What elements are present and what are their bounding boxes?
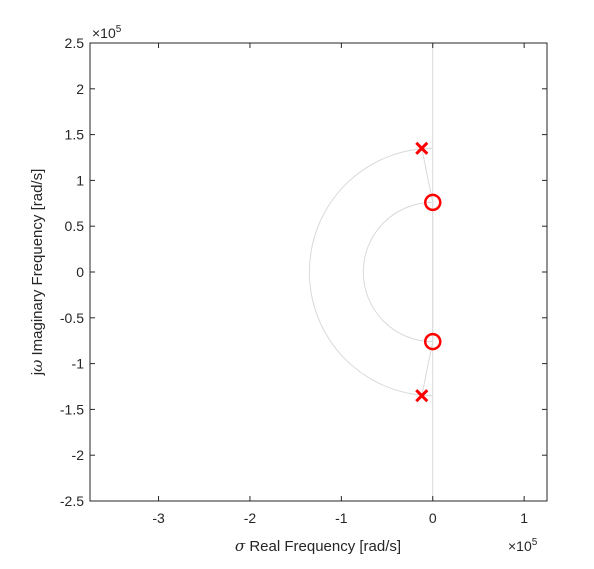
y-tick-label: 1.5 (65, 127, 85, 143)
zero-marker (424, 193, 442, 212)
x-tick-label: 1 (520, 510, 528, 526)
y-tick-label: 2 (76, 81, 84, 97)
x-tick-label: -3 (152, 510, 165, 526)
y-tick-label: -1 (72, 356, 85, 372)
damping-guides (308, 43, 434, 501)
y-tick-label: 0.5 (65, 218, 85, 234)
guide-arc-1 (362, 201, 433, 343)
x-tick-label: -1 (335, 510, 348, 526)
y-tick-label: -1.5 (60, 401, 84, 417)
pole-marker (415, 389, 429, 403)
x-axis-label: σ Real Frequency [rad/s] (235, 537, 401, 555)
y-tick-label: -2.5 (60, 493, 84, 509)
y-tick-label: -0.5 (60, 310, 84, 326)
x-axis-ticks: -3 -2 -1 0 1 (152, 43, 528, 526)
x-tick-label: -2 (244, 510, 257, 526)
locus-segment (421, 148, 434, 396)
y-tick-label: 2.5 (65, 35, 85, 51)
y-tick-label: 0 (76, 264, 84, 280)
x-exponent-label: ×105 (508, 537, 538, 554)
axes-box (89, 42, 548, 502)
y-axis-label: jω Imaginary Frequency [rad/s] (28, 169, 46, 377)
guide-arc-0 (308, 147, 433, 397)
pole-zero-markers (415, 141, 442, 403)
y-tick-label: 1 (76, 172, 84, 188)
y-exponent-label: ×105 (92, 24, 122, 41)
zero-marker (424, 332, 442, 351)
pole-marker (415, 141, 429, 155)
x-tick-label: 0 (429, 510, 437, 526)
y-axis-ticks: -2.5 -2 -1.5 -1 -0.5 0 0.5 1 1.5 2 2.5 (60, 35, 547, 509)
y-tick-label: -2 (72, 447, 85, 463)
